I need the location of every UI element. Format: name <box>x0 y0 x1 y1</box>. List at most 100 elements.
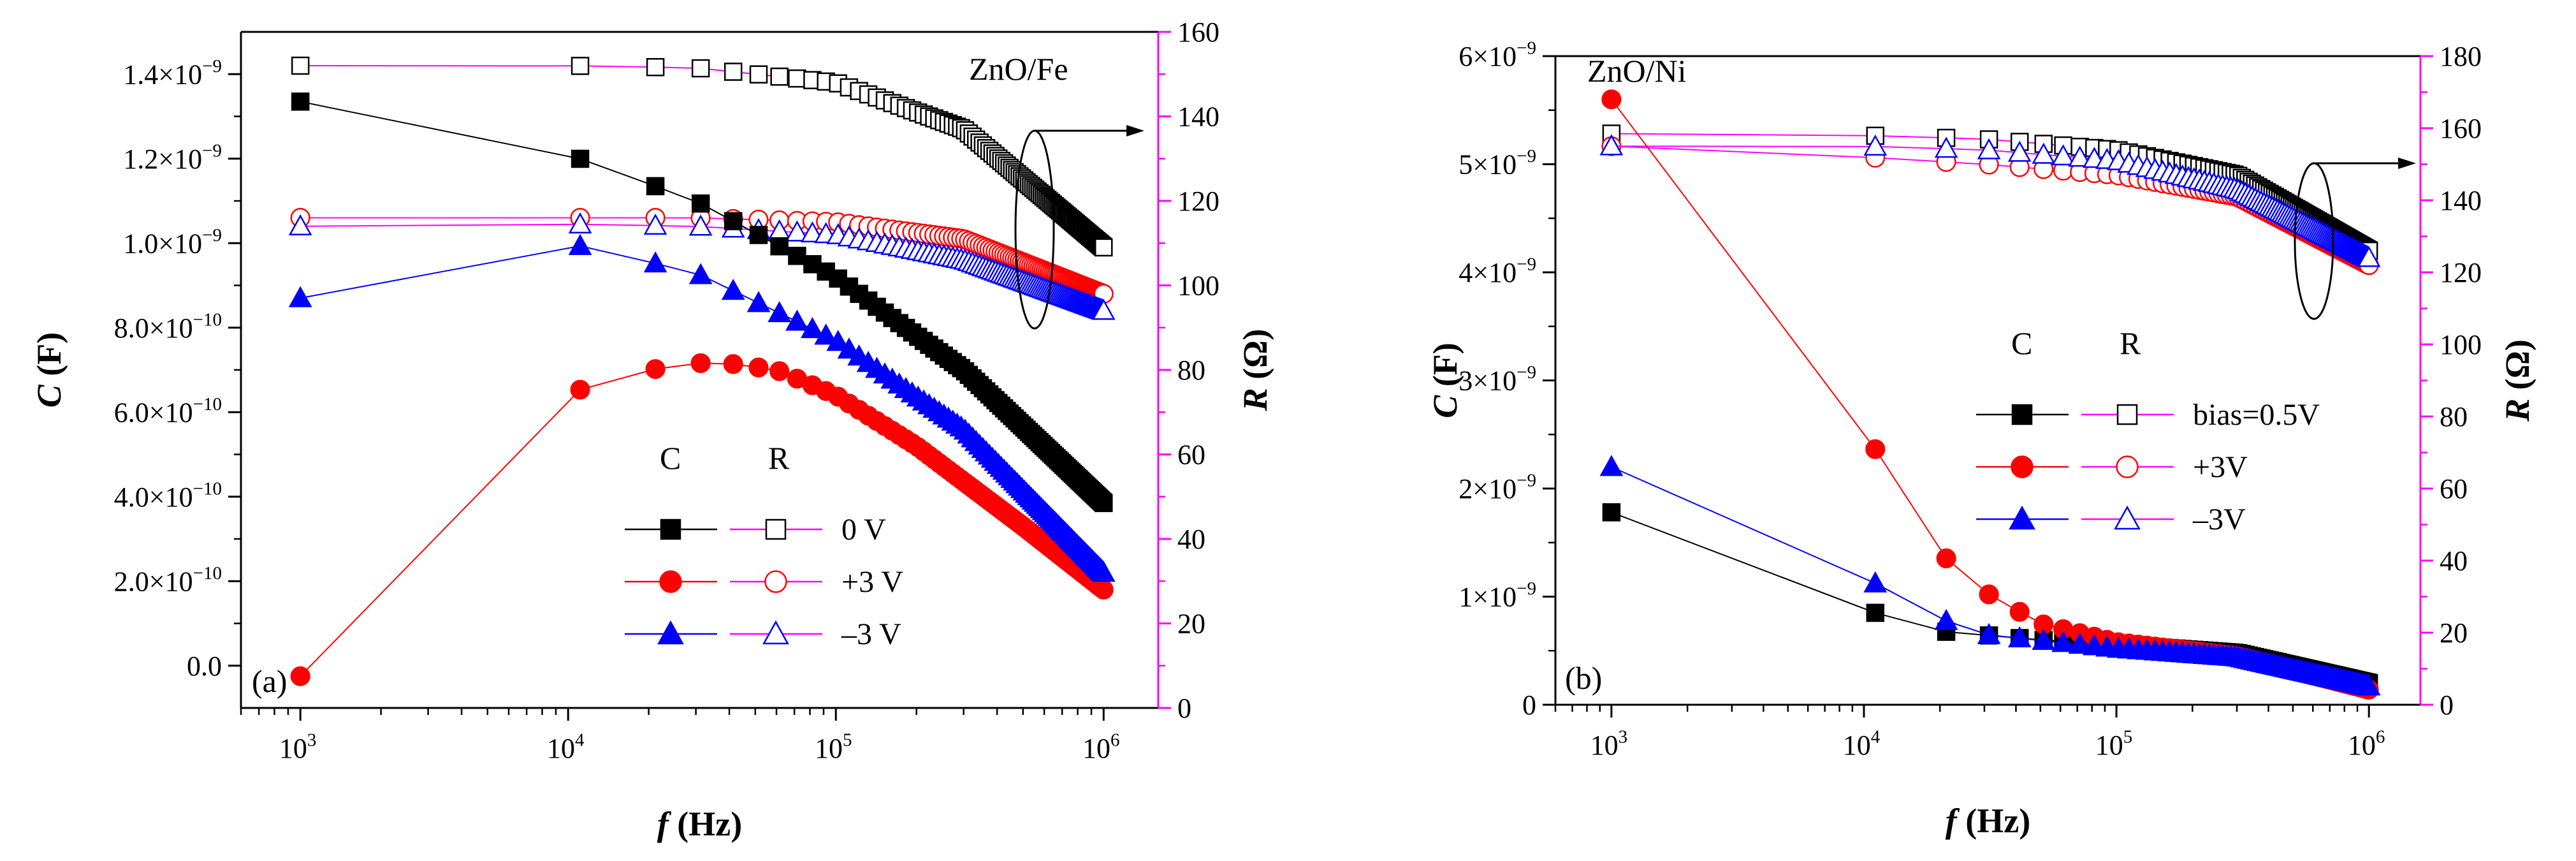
legend-header-r: R <box>2120 325 2141 361</box>
c-data-point <box>1934 608 1958 630</box>
c-data-point <box>801 317 824 339</box>
c-data-point <box>643 251 667 273</box>
c-data-point <box>749 226 768 244</box>
legend-c-marker <box>657 620 684 645</box>
right-y-tick-label: 60 <box>2440 473 2468 504</box>
c-data-point <box>837 337 861 359</box>
r-data-point <box>2007 140 2032 162</box>
panel-label: (b) <box>1565 660 1602 696</box>
c-data-point <box>769 361 790 381</box>
c-data-point <box>721 279 745 300</box>
plot-area <box>1599 89 2381 700</box>
c-data-point <box>2068 632 2092 654</box>
r-data-point <box>801 221 824 243</box>
c-data-point <box>1866 603 1885 622</box>
c-data-point <box>724 212 743 231</box>
annotation-arrow-head <box>2398 158 2416 169</box>
c-data-point <box>814 323 838 345</box>
right-y-tick-label: 120 <box>1177 186 1219 217</box>
c-data-point <box>571 149 590 168</box>
legend-entry: bias=0.5V <box>1976 398 2320 432</box>
panel-label: (a) <box>252 663 287 699</box>
r-data-point <box>568 212 592 233</box>
left-y-axis-title: C (F) <box>30 332 68 408</box>
right-y-tick-label: 40 <box>2440 545 2468 577</box>
c-data-point <box>1936 548 1956 569</box>
right-y-tick-label: 120 <box>2440 257 2482 288</box>
chart-panel-a: 103 104 105 106 0.0 2.0×10−10 4.0×10−10 6.0×10−… <box>30 17 1274 843</box>
c-data-point <box>1601 89 1622 110</box>
x-tick-label: 106 <box>1082 730 1120 764</box>
legend: C R 0 V +3 V –3 V <box>625 440 903 651</box>
c-series-1 <box>291 92 1113 512</box>
annotation-ellipse <box>1014 129 1055 330</box>
left-y-tick-label: 2×10−9 <box>1459 471 1536 504</box>
c-data-point <box>1977 622 2001 644</box>
legend-r-marker <box>762 620 789 645</box>
legend-header-c: C <box>2011 325 2032 361</box>
left-y-tick-label: 6×10−9 <box>1459 38 1536 72</box>
r-data-point <box>691 59 710 78</box>
right-y-tick-label: 20 <box>2440 617 2468 649</box>
c-data-point <box>690 353 711 373</box>
legend-r-marker <box>2116 404 2138 425</box>
r-data-point <box>724 63 743 81</box>
right-y-tick-label: 60 <box>1177 439 1205 471</box>
left-y-tick-label: 0 <box>1522 689 1536 721</box>
x-tick-label: 104 <box>547 730 585 764</box>
c-data-point <box>1863 571 1888 592</box>
r-data-point <box>2068 145 2092 167</box>
x-tick-label: 105 <box>815 730 852 764</box>
plot-area <box>288 56 1116 686</box>
r-data-point <box>749 65 768 84</box>
right-y-tick-label: 0 <box>2440 689 2454 721</box>
r-data-point <box>1095 238 1113 257</box>
legend-label: +3V <box>2193 450 2248 484</box>
r-series-2 <box>290 207 1114 304</box>
legend-entry: –3 V <box>625 617 901 651</box>
x-tick-label: 103 <box>279 730 317 764</box>
c-data-point <box>1095 494 1113 512</box>
legend-label: –3 V <box>841 617 901 651</box>
right-y-tick-label: 100 <box>1177 270 1219 302</box>
legend-entry: +3V <box>1976 450 2248 484</box>
r-data-point <box>2032 142 2056 164</box>
right-y-tick-label: 80 <box>2440 401 2468 432</box>
r-data-point <box>646 58 665 77</box>
right-y-tick-label: 140 <box>2440 185 2482 216</box>
legend-r-marker <box>2114 505 2141 530</box>
right-y-tick-label: 20 <box>1177 608 1205 640</box>
c-data-point <box>1602 503 1621 522</box>
right-y-tick-label: 140 <box>1177 101 1219 133</box>
right-y-tick-label: 40 <box>1177 524 1205 555</box>
c-series-line <box>300 245 1104 573</box>
r-series-1 <box>291 56 1113 257</box>
r-data-point <box>288 214 312 235</box>
left-y-tick-label: 1.0×10−9 <box>123 225 222 259</box>
c-data-point <box>2357 674 2381 696</box>
right-y-axis-title: R (Ω) <box>2498 339 2536 422</box>
left-y-tick-label: 1×10−9 <box>1459 578 1536 612</box>
right-y-tick-label: 0 <box>1177 693 1191 724</box>
legend-label: +3 V <box>841 565 903 599</box>
legend-header-c: C <box>660 440 681 476</box>
c-data-point <box>2032 628 2056 650</box>
c-data-point <box>768 301 792 323</box>
right-y-axis-title: R (Ω) <box>1236 329 1274 412</box>
c-data-point <box>826 330 850 351</box>
c-data-point <box>1865 439 1886 459</box>
x-tick-label: 106 <box>2348 727 2385 761</box>
left-y-tick-label: 5×10−9 <box>1459 146 1536 180</box>
r-data-point <box>1863 134 1888 156</box>
r-data-point <box>2357 246 2381 267</box>
c-data-point <box>770 237 789 256</box>
r-data-point <box>1977 138 2001 159</box>
r-data-point <box>2051 144 2075 166</box>
left-y-tick-label: 3×10−9 <box>1459 362 1536 396</box>
legend-entry: +3 V <box>625 565 903 599</box>
r-data-point <box>643 213 667 235</box>
r-data-point <box>770 67 789 86</box>
legend-header-r: R <box>768 440 790 476</box>
